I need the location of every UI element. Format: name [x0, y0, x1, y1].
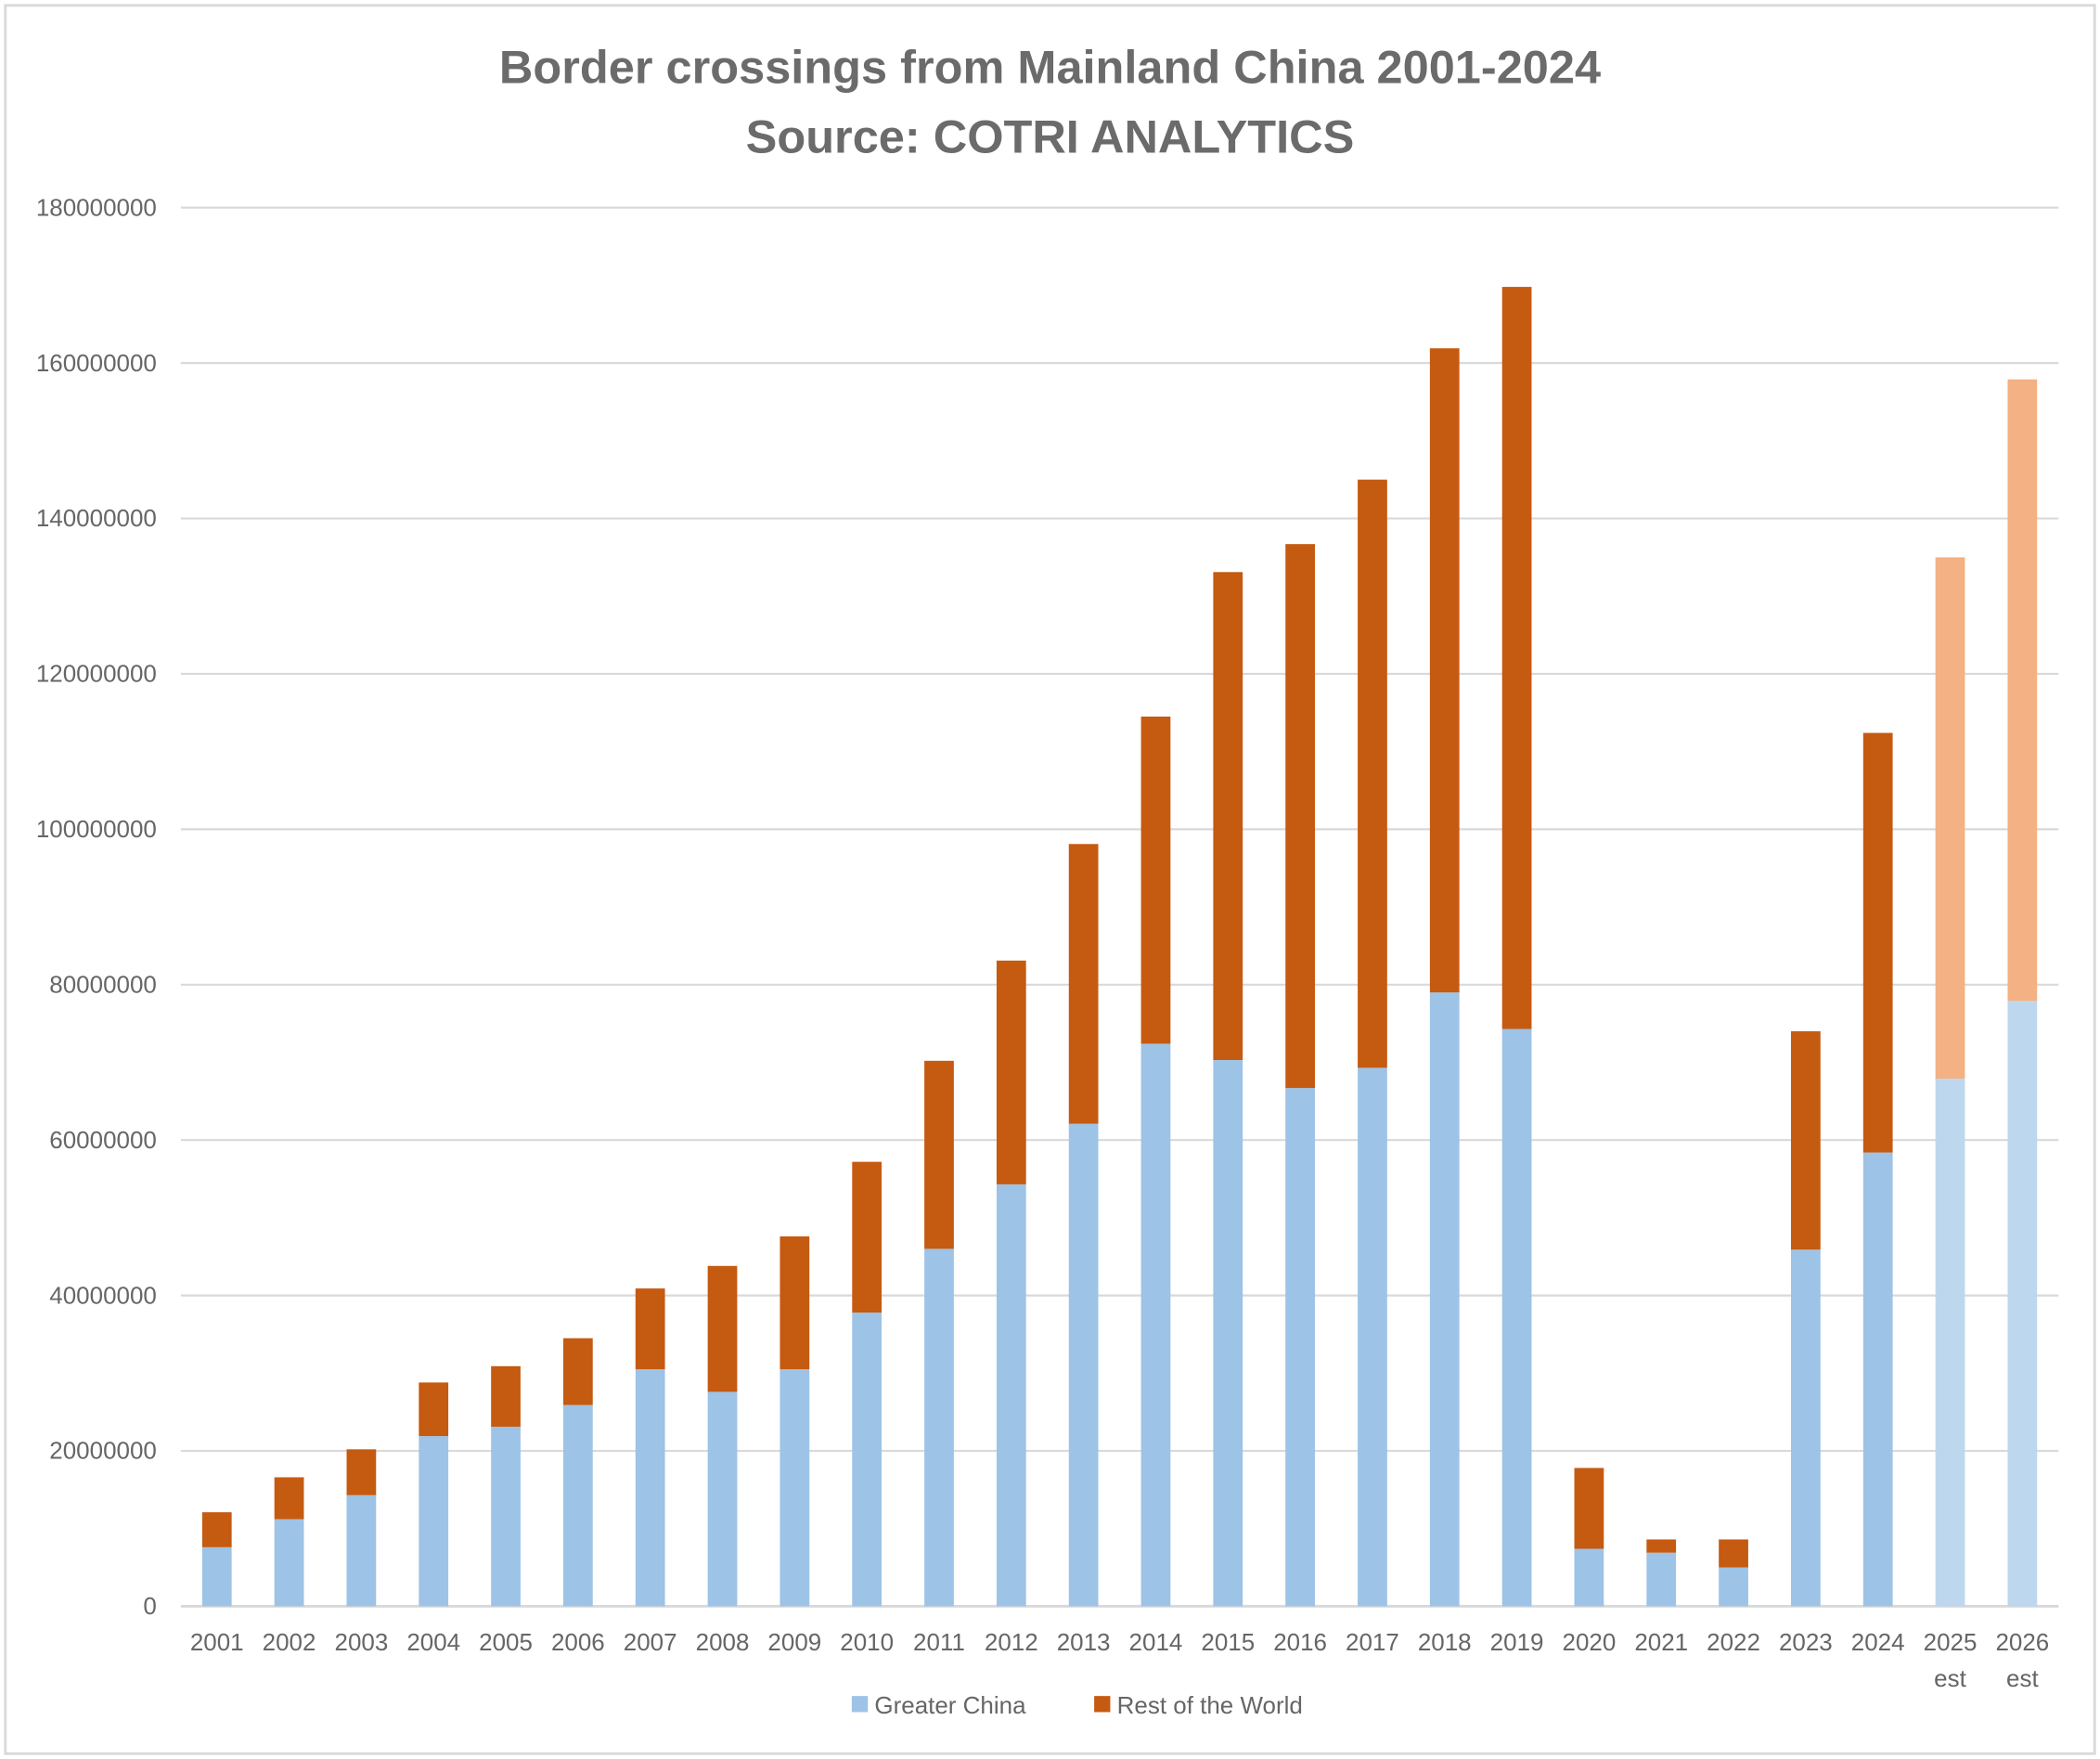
y-tick-label: 120000000 [36, 660, 157, 688]
x-tick-label: 2024 [1851, 1628, 1905, 1656]
x-tick-label: est [1934, 1664, 1966, 1692]
bar-greater-china-2011 [924, 1248, 954, 1607]
y-tick-label: 80000000 [49, 970, 157, 998]
x-tick-label: 2018 [1418, 1628, 1472, 1656]
bar-rest-of-world-2017 [1358, 479, 1387, 1068]
x-tick-label: 2020 [1563, 1628, 1617, 1656]
x-tick-label: 2004 [406, 1628, 460, 1656]
x-tick-label: 2014 [1129, 1628, 1183, 1656]
x-tick-label: 2007 [624, 1628, 677, 1656]
y-tick-label: 40000000 [49, 1281, 157, 1309]
bar-greater-china-2012 [996, 1183, 1026, 1607]
bar-greater-china-2021 [1646, 1552, 1677, 1607]
bar-greater-china-2005 [491, 1427, 521, 1607]
x-tick-label: 2001 [190, 1628, 244, 1656]
bar-greater-china-2004 [419, 1436, 449, 1607]
x-tick-label: 2010 [840, 1628, 894, 1656]
x-tick-label: 2021 [1634, 1628, 1688, 1656]
bar-greater-china-2018 [1429, 992, 1460, 1607]
legend-label-rest-of-world: Rest of the World [1117, 1691, 1303, 1719]
y-tick-label: 20000000 [49, 1437, 157, 1465]
y-tick-label: 0 [143, 1592, 156, 1620]
bar-rest-of-world-2015 [1213, 572, 1243, 1060]
bar-greater-china-2020 [1574, 1548, 1604, 1607]
bar-rest-of-world-2024 [1862, 732, 1893, 1153]
bar-rest-of-world-2003 [346, 1449, 377, 1495]
bar-rest-of-world-2021 [1646, 1539, 1677, 1553]
bar-greater-china-2010 [852, 1313, 883, 1607]
bar-greater-china-2006 [562, 1404, 593, 1607]
bar-greater-china-2009 [779, 1369, 810, 1607]
bar-rest-of-world-2013 [1068, 844, 1099, 1124]
x-tick-label: 2009 [767, 1628, 821, 1656]
bar-rest-of-world-2022 [1719, 1539, 1748, 1568]
bar-greater-china-2017 [1358, 1067, 1387, 1607]
y-tick-label: 100000000 [36, 815, 157, 843]
legend: Greater China Rest of the World [851, 1691, 1303, 1719]
x-tick-label: 2013 [1057, 1628, 1111, 1656]
bar-greater-china-2001 [201, 1546, 232, 1607]
x-tick-label: 2011 [913, 1628, 965, 1656]
bar-greater-china-2013 [1068, 1123, 1099, 1607]
bar-rest-of-world-2008 [707, 1265, 738, 1392]
bar-rest-of-world-2007 [635, 1288, 665, 1370]
bar-greater-china-2024 [1862, 1152, 1893, 1607]
bar-greater-china-2026 [2007, 1001, 2038, 1607]
bar-rest-of-world-2026 [2007, 379, 2038, 1002]
bar-rest-of-world-2023 [1791, 1031, 1821, 1250]
bar-greater-china-2002 [274, 1519, 304, 1607]
chart-subtitle: Source: COTRI ANALYTICS [746, 110, 1355, 163]
bar-rest-of-world-2020 [1574, 1468, 1604, 1549]
y-tick-label: 60000000 [49, 1126, 157, 1154]
x-tick-label: 2017 [1346, 1628, 1399, 1656]
legend-swatch-greater-china [851, 1696, 869, 1713]
bar-greater-china-2003 [346, 1494, 377, 1607]
bar-rest-of-world-2001 [201, 1512, 232, 1547]
legend-label-greater-china: Greater China [874, 1691, 1026, 1719]
x-tick-label: 2016 [1273, 1628, 1327, 1656]
bar-rest-of-world-2004 [419, 1382, 449, 1437]
x-tick-label: 2023 [1779, 1628, 1833, 1656]
chart-title: Border crossings from Mainland China 200… [499, 40, 1601, 93]
bar-greater-china-2025 [1935, 1079, 1965, 1607]
x-tick-label: 2015 [1201, 1628, 1255, 1656]
bar-rest-of-world-2012 [996, 960, 1026, 1184]
bar-rest-of-world-2002 [274, 1477, 304, 1520]
bar-rest-of-world-2014 [1140, 717, 1171, 1044]
bar-rest-of-world-2018 [1429, 348, 1460, 993]
x-tick-label: 2025 [1924, 1628, 1978, 1656]
bar-greater-china-2015 [1213, 1059, 1243, 1607]
bar-rest-of-world-2011 [924, 1060, 954, 1249]
bar-rest-of-world-2005 [491, 1365, 521, 1428]
x-tick-label: est [2006, 1664, 2039, 1692]
bar-greater-china-2014 [1140, 1043, 1171, 1607]
bar-rest-of-world-2016 [1285, 544, 1315, 1089]
bar-rest-of-world-2006 [562, 1338, 593, 1405]
bar-greater-china-2019 [1501, 1028, 1532, 1607]
x-tick-label: 2008 [696, 1628, 750, 1656]
y-tick-label: 140000000 [36, 504, 157, 532]
bar-greater-china-2016 [1285, 1088, 1315, 1607]
bar-greater-china-2008 [707, 1391, 738, 1607]
x-tick-label: 2002 [263, 1628, 316, 1656]
x-tick-label: 2006 [551, 1628, 605, 1656]
bar-rest-of-world-2009 [779, 1236, 810, 1370]
x-tick-label: 2022 [1707, 1628, 1760, 1656]
legend-swatch-rest-of-world [1094, 1696, 1111, 1713]
x-tick-label: 2026 [1995, 1628, 2049, 1656]
chart-border [4, 4, 2096, 1755]
bar-rest-of-world-2010 [852, 1161, 883, 1313]
x-tick-label: 2012 [985, 1628, 1038, 1656]
y-tick-label: 160000000 [36, 349, 157, 377]
bar-greater-china-2022 [1719, 1567, 1748, 1607]
bar-greater-china-2007 [635, 1369, 665, 1607]
bar-rest-of-world-2019 [1501, 287, 1532, 1029]
x-tick-label: 2019 [1490, 1628, 1544, 1656]
bar-greater-china-2023 [1791, 1249, 1821, 1607]
bar-rest-of-world-2025 [1935, 557, 1965, 1080]
y-tick-label: 180000000 [36, 193, 157, 221]
x-tick-label: 2005 [479, 1628, 533, 1656]
x-tick-label: 2003 [335, 1628, 389, 1656]
